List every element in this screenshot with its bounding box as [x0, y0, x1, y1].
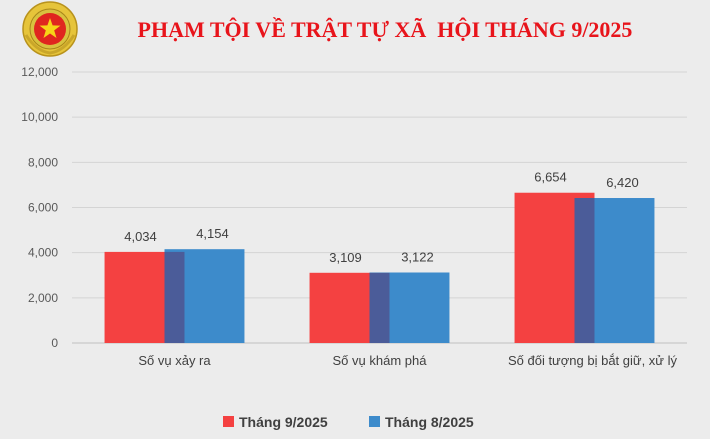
legend-swatch-series-2 — [369, 416, 380, 427]
y-tick-label: 4,000 — [28, 246, 58, 260]
data-label-series-2: 4,154 — [196, 226, 229, 241]
y-tick-label: 0 — [51, 336, 58, 350]
police-emblem-icon — [22, 1, 78, 57]
y-tick-label: 8,000 — [28, 155, 58, 169]
legend: Tháng 9/2025 Tháng 8/2025 — [223, 414, 474, 430]
chart-title: PHẠM TỘI VỀ TRẬT TỰ XÃ HỘI THÁNG 9/2025 — [138, 17, 633, 42]
legend-label-series-1: Tháng 9/2025 — [239, 414, 328, 430]
category-label: Số đối tượng bị bắt giữ, xử lý — [508, 353, 678, 368]
bar-overlap — [369, 272, 390, 343]
data-labels: 4,034 4,154 3,109 3,122 6,654 6,420 — [124, 170, 639, 265]
data-label-series-2: 6,420 — [606, 175, 639, 190]
data-label-series-1: 6,654 — [534, 170, 567, 185]
data-label-series-1: 4,034 — [124, 229, 157, 244]
category-label: Số vụ xảy ra — [138, 353, 211, 368]
y-tick-label: 10,000 — [21, 110, 58, 124]
bar-overlap — [574, 198, 595, 343]
legend-label-series-2: Tháng 8/2025 — [385, 414, 474, 430]
bars — [104, 192, 655, 343]
y-tick-label: 2,000 — [28, 291, 58, 305]
category-label: Số vụ khám phá — [333, 353, 428, 368]
y-tick-label: 6,000 — [28, 201, 58, 215]
legend-swatch-series-1 — [223, 416, 234, 427]
data-label-series-2: 3,122 — [401, 249, 434, 264]
y-axis-ticks: 0 2,000 4,000 6,000 8,000 10,000 12,000 — [21, 65, 58, 350]
data-label-series-1: 3,109 — [329, 250, 362, 265]
y-tick-label: 12,000 — [21, 65, 58, 79]
category-labels: Số vụ xảy ra Số vụ khám phá Số đối tượng b… — [138, 353, 677, 368]
bar-overlap — [164, 251, 185, 343]
